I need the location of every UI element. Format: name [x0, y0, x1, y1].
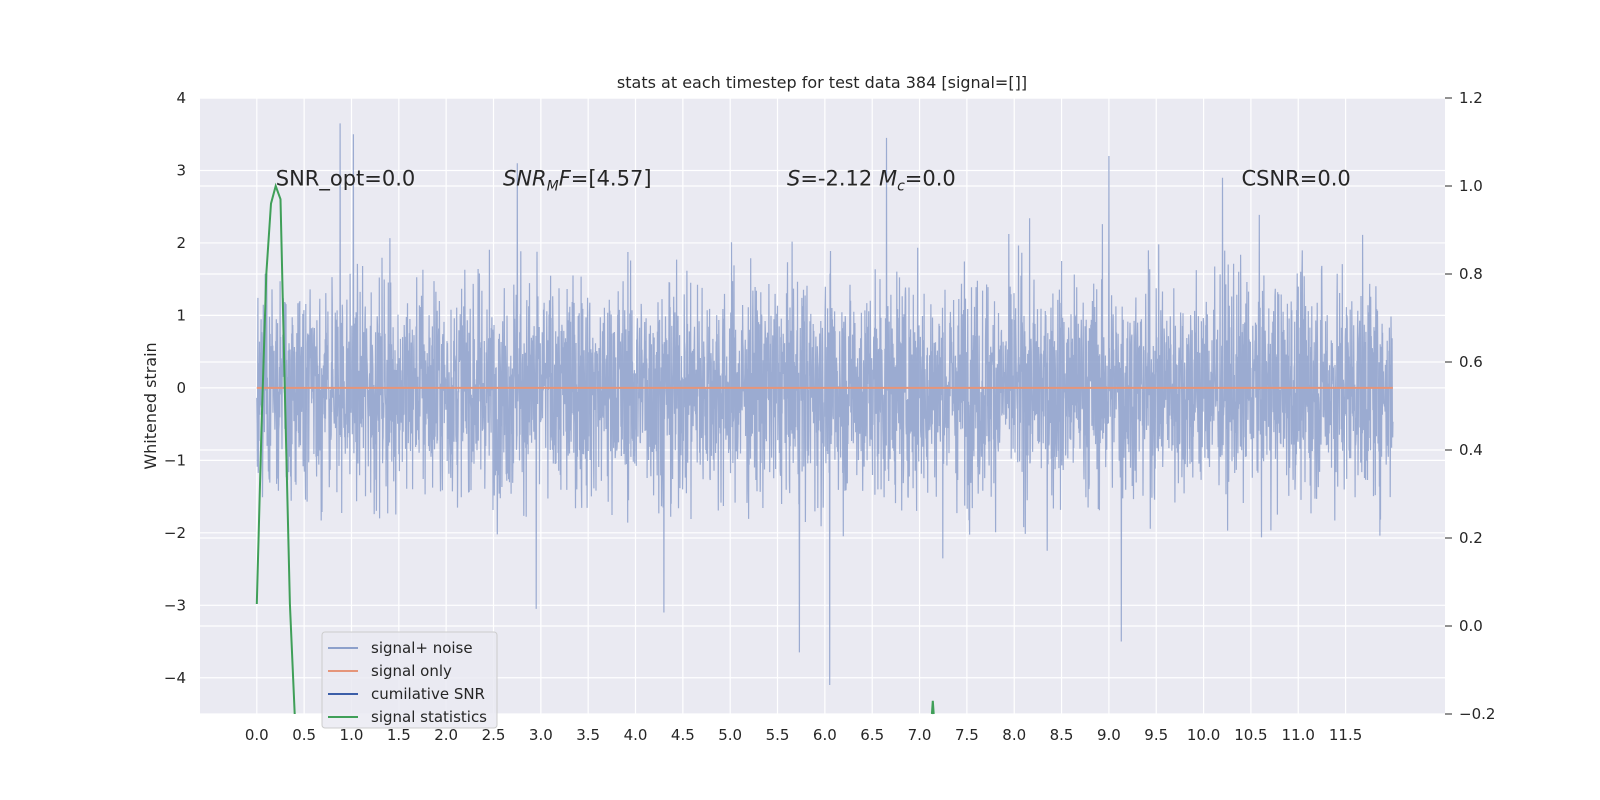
x-tick-label: 0.0	[245, 726, 269, 744]
annotation-2: SNRMF=[4.57]	[503, 167, 652, 195]
x-tick-label: 9.0	[1097, 726, 1121, 744]
x-tick-label: 5.5	[766, 726, 790, 744]
x-tick-label: 11.0	[1282, 726, 1315, 744]
x-tick-label: 8.5	[1050, 726, 1074, 744]
legend-box	[321, 631, 498, 729]
annotation-part: =-2.12	[800, 167, 879, 191]
y-tick-label: 1	[176, 306, 186, 324]
signal-statistics-late-spike--line	[930, 700, 935, 715]
x-tick-label: 6.5	[860, 726, 884, 744]
annotations: SNR_opt=0.0 SNRMF=[4.57] S=-2.12 Mc=0.0 CSN…	[276, 167, 1351, 195]
y-tick-label: −2	[164, 524, 186, 542]
annotation-part: c	[897, 179, 905, 195]
x-tick-label: 4.0	[624, 726, 648, 744]
annotation-part: M	[547, 179, 559, 195]
x-tick-label: 7.5	[955, 726, 979, 744]
x-tick-label: 1.5	[387, 726, 411, 744]
x-tick-label: 5.0	[718, 726, 742, 744]
annotation-3: S=-2.12 Mc=0.0	[787, 167, 956, 195]
x-tick-label: 8.0	[1002, 726, 1026, 744]
y2-tick-label: −0.2	[1459, 705, 1495, 723]
annotation-1: SNR_opt=0.0	[276, 167, 416, 192]
annotation-part: F	[559, 167, 572, 191]
x-tick-label: 2.5	[482, 726, 506, 744]
y2-tick-label: 0.2	[1459, 529, 1483, 547]
x-tick-label: 10.0	[1187, 726, 1220, 744]
x-tick-label: 1.0	[340, 726, 364, 744]
legend-label: signal only	[371, 662, 452, 680]
signal-noise-line	[256, 123, 1394, 686]
x-tick-label: 6.0	[813, 726, 837, 744]
annotation-part: M	[879, 167, 897, 191]
signal-noise-series	[256, 123, 1394, 686]
y-tick-label: −4	[164, 669, 186, 687]
y-tick-label: 0	[176, 379, 186, 397]
y2-tick-label: 1.2	[1459, 89, 1483, 107]
y-tick-label: 3	[176, 161, 186, 179]
y-tick-label: −1	[164, 451, 186, 469]
x-axis-ticks: 0.0 0.5 1.0 1.5 2.0 2.5 3.0 3.5 4.0 4.5 5.0 5.5 6.0 6…	[245, 726, 1362, 744]
y-axis-ticks: 4 3 2 1 0 −1 −2 −3 −4	[164, 89, 186, 687]
annotation-part: S	[787, 167, 800, 191]
legend: signal+ noise signal only cumilative SNR si…	[321, 631, 498, 729]
annotation-part: =0.0	[905, 167, 956, 191]
annotation-part: SNR	[503, 167, 547, 191]
x-tick-label: 2.0	[434, 726, 458, 744]
x-tick-label: 4.5	[671, 726, 695, 744]
line-series	[255, 182, 1393, 715]
annotation-4: CSNR=0.0	[1241, 167, 1350, 191]
y2-tick-label: 0.4	[1459, 441, 1483, 459]
y-tick-label: −3	[164, 596, 186, 614]
y-axis-label: Whitened strain	[141, 342, 160, 469]
y2-tick-label: 1.0	[1459, 177, 1483, 195]
y2-tick-label: 0.8	[1459, 265, 1483, 283]
x-tick-label: 3.5	[576, 726, 600, 744]
x-tick-label: 9.5	[1144, 726, 1168, 744]
y2-tick-label: 0.0	[1459, 617, 1483, 635]
x-tick-label: 3.0	[529, 726, 553, 744]
signal-statistics-line	[255, 182, 296, 715]
chart-title: stats at each timestep for test data 384…	[617, 73, 1027, 92]
x-tick-label: 0.5	[292, 726, 316, 744]
annotation-part: =[4.57]	[571, 167, 652, 191]
x-tick-label: 7.0	[908, 726, 932, 744]
x-tick-label: 10.5	[1234, 726, 1267, 744]
x-tick-label: 11.5	[1329, 726, 1362, 744]
y2-tick-label: 0.6	[1459, 353, 1483, 371]
y-tick-label: 2	[176, 234, 186, 252]
y2-axis-ticks: 1.2 1.0 0.8 0.6 0.4 0.2 0.0 −0.2	[1445, 89, 1495, 723]
legend-label: signal+ noise	[371, 639, 473, 657]
legend-label: cumilative SNR	[371, 685, 485, 703]
y-tick-label: 4	[176, 89, 186, 107]
legend-label: signal statistics	[371, 708, 487, 726]
